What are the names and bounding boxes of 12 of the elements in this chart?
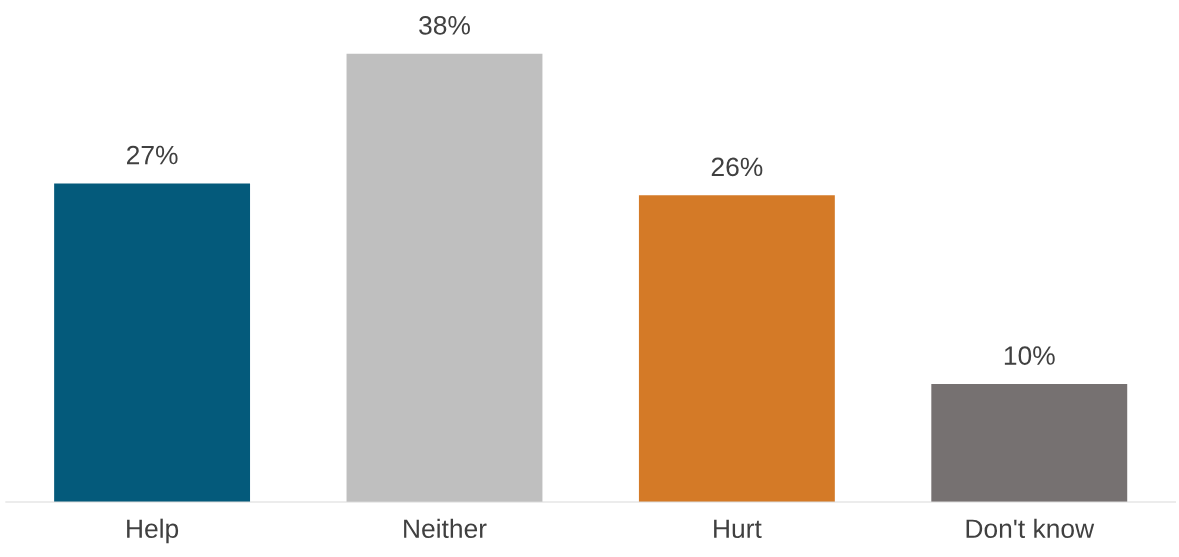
x-tick-label: Help [127,518,179,544]
x-tick-label: Don't know [966,518,1095,539]
x-tick-label: Neither [404,518,487,539]
data-label: 10% [1004,346,1055,365]
data-label: 27% [127,145,178,165]
bar [638,195,835,502]
bar [346,53,543,502]
x-tick-label: Hurt [714,519,762,539]
data-label: 26% [711,157,763,177]
bar [54,183,251,502]
data-label: 38% [419,15,470,35]
bar [931,384,1128,502]
